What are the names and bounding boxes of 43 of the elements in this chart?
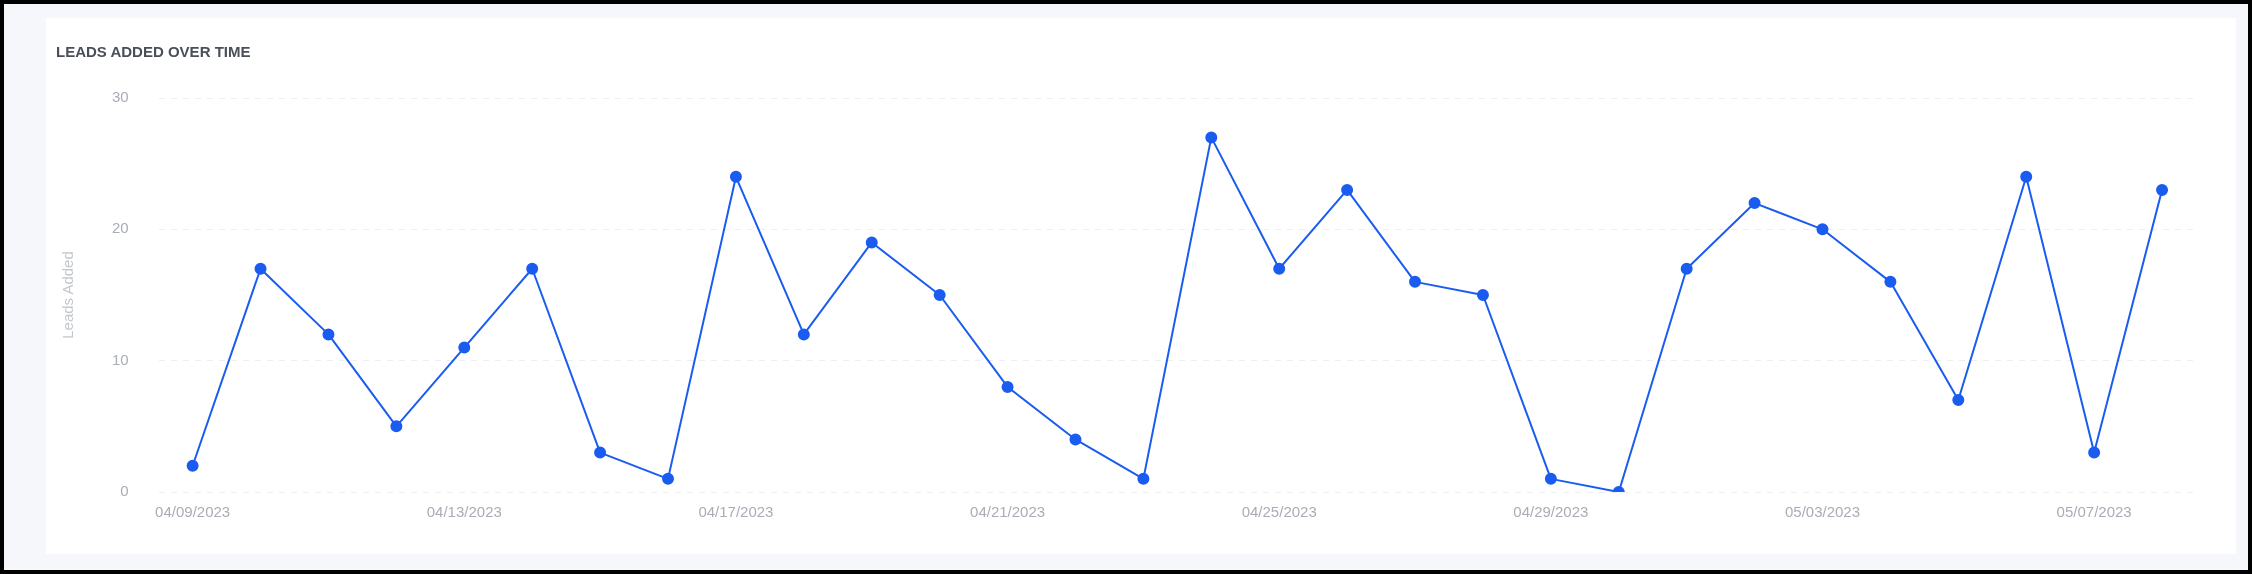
point — [1816, 223, 1829, 236]
point — [1409, 275, 1422, 288]
point — [865, 236, 878, 249]
x-tick-label: 04/25/2023 — [1241, 503, 1317, 521]
point — [1205, 131, 1218, 144]
point — [662, 472, 675, 485]
point — [1137, 472, 1150, 485]
x-tick-label: 05/07/2023 — [2056, 503, 2132, 521]
point — [729, 170, 742, 183]
point — [322, 328, 335, 341]
y-axis-title: Leads Added — [59, 251, 77, 339]
point — [526, 262, 539, 275]
y-tick-label: 30 — [112, 88, 129, 106]
point — [390, 420, 403, 433]
x-tick-label: 05/03/2023 — [1784, 503, 1861, 521]
point — [797, 328, 810, 341]
x-tick-label: 04/29/2023 — [1513, 503, 1589, 521]
x-tick-label: 04/21/2023 — [970, 503, 1046, 521]
y-tick-label: 10 — [112, 350, 129, 368]
point — [1273, 262, 1286, 275]
point — [2088, 446, 2101, 459]
y-tick-label: 0 — [120, 482, 129, 500]
x-tick-label: 04/17/2023 — [698, 503, 774, 521]
point — [254, 262, 267, 275]
point — [186, 459, 199, 472]
point — [1476, 289, 1489, 301]
point — [933, 289, 946, 301]
x-tick-label: 04/09/2023 — [155, 503, 231, 521]
x-tick-label: 04/13/2023 — [426, 503, 502, 521]
point — [594, 446, 607, 459]
point — [2156, 183, 2169, 196]
point — [1544, 472, 1557, 485]
point — [2020, 170, 2033, 183]
point — [1069, 433, 1082, 446]
point — [1001, 380, 1014, 393]
point — [1952, 394, 1965, 407]
point — [1748, 197, 1761, 210]
point — [1884, 275, 1897, 288]
point — [458, 341, 471, 354]
point — [1341, 183, 1354, 196]
chart-title: LEADS ADDED OVER TIME — [56, 43, 251, 61]
point — [1680, 262, 1693, 275]
y-tick-label: 20 — [112, 219, 129, 237]
